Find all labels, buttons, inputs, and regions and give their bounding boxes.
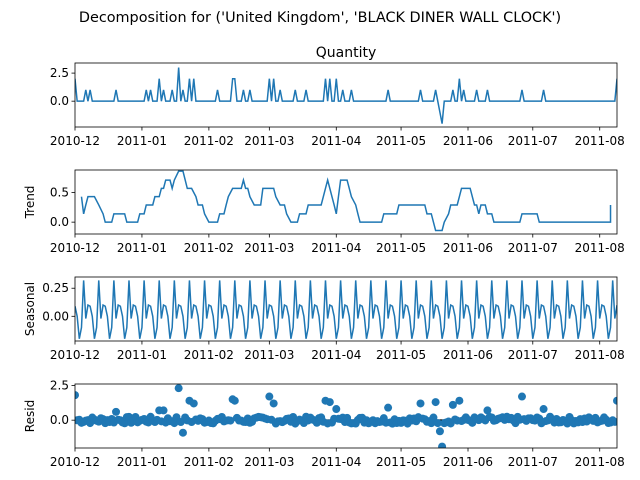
seasonal-ytick-label: 0.25 bbox=[42, 281, 69, 295]
seasonal-xtick-label: 2011-04 bbox=[311, 348, 361, 362]
resid-point bbox=[438, 443, 446, 451]
observed-xtick-label: 2011-04 bbox=[311, 134, 361, 148]
resid-point bbox=[332, 405, 340, 413]
resid-point bbox=[270, 399, 278, 407]
panel-seasonal: 0.00 0.25 2010-12 2011-01 2011-02 2011-03 2011… bbox=[23, 277, 625, 362]
seasonal-xtick-label: 2011-03 bbox=[244, 348, 294, 362]
resid-xtick-label: 2011-03 bbox=[244, 455, 294, 469]
seasonal-xtick-label: 2011-08 bbox=[575, 348, 625, 362]
resid-xtick-label: 2010-12 bbox=[50, 455, 100, 469]
resid-point bbox=[436, 427, 444, 435]
seasonal-xtick-label: 2011-06 bbox=[443, 348, 493, 362]
observed-xtick-label: 2011-06 bbox=[443, 134, 493, 148]
trend-ytick-label: 0.5 bbox=[50, 186, 69, 200]
observed-title: Quantity bbox=[316, 45, 377, 61]
observed-xtick-label: 2011-02 bbox=[184, 134, 234, 148]
resid-point bbox=[160, 406, 168, 414]
observed-ytick-label: 2.5 bbox=[50, 66, 69, 80]
seasonal-xtick-label: 2011-02 bbox=[184, 348, 234, 362]
resid-point bbox=[190, 399, 198, 407]
seasonal-plot-area bbox=[75, 280, 617, 338]
observed-plot-area bbox=[75, 67, 617, 123]
panel-trend: 0.0 0.5 2010-12 2011-01 2011-02 2011-03 2011-0… bbox=[23, 170, 625, 255]
seasonal-xtick-label: 2010-12 bbox=[50, 348, 100, 362]
resid-point bbox=[518, 393, 526, 401]
resid-xtick-label: 2011-05 bbox=[376, 455, 426, 469]
resid-xtick-label: 2011-07 bbox=[508, 455, 558, 469]
resid-plot-area bbox=[71, 384, 621, 450]
trend-ylabel: Trend bbox=[23, 186, 37, 220]
resid-point bbox=[326, 398, 334, 406]
resid-point bbox=[384, 404, 392, 412]
resid-point bbox=[179, 429, 187, 437]
resid-point bbox=[611, 418, 619, 426]
seasonal-xtick-label: 2011-07 bbox=[508, 348, 558, 362]
resid-ytick-label: 0.0 bbox=[50, 413, 69, 427]
resid-point bbox=[231, 397, 239, 405]
trend-xtick-label: 2011-01 bbox=[117, 241, 167, 255]
trend-xtick-label: 2011-03 bbox=[244, 241, 294, 255]
seasonal-xtick-label: 2011-05 bbox=[376, 348, 426, 362]
resid-xtick-label: 2011-04 bbox=[311, 455, 361, 469]
panels: 0.0 2.5 2010-12 2011-01 2011-02 2011-03 2011-0… bbox=[23, 45, 625, 469]
seasonal-ylabel: Seasonal bbox=[23, 282, 37, 336]
observed-xtick-label: 2011-03 bbox=[244, 134, 294, 148]
trend-ytick-label: 0.0 bbox=[50, 215, 69, 229]
resid-point bbox=[175, 384, 183, 392]
observed-xtick-label: 2011-08 bbox=[575, 134, 625, 148]
resid-point bbox=[455, 397, 463, 405]
resid-xtick-label: 2011-06 bbox=[443, 455, 493, 469]
trend-xtick-label: 2011-02 bbox=[184, 241, 234, 255]
resid-ytick-label: 2.5 bbox=[50, 378, 69, 392]
seasonal-ytick-label: 0.00 bbox=[42, 309, 69, 323]
observed-axes-frame bbox=[75, 63, 617, 127]
trend-series-line bbox=[81, 171, 610, 230]
figure-suptitle: Decomposition for ('United Kingdom', 'BL… bbox=[79, 10, 561, 26]
observed-xtick-label: 2011-05 bbox=[376, 134, 426, 148]
trend-xtick-label: 2011-05 bbox=[376, 241, 426, 255]
resid-point bbox=[265, 393, 273, 401]
panel-resid: 0.0 2.5 2010-12 2011-01 2011-02 2011-03 2011-0… bbox=[23, 378, 625, 469]
resid-point bbox=[432, 398, 440, 406]
trend-xtick-label: 2011-08 bbox=[575, 241, 625, 255]
observed-xtick-label: 2011-01 bbox=[117, 134, 167, 148]
seasonal-xtick-label: 2011-01 bbox=[117, 348, 167, 362]
observed-xtick-label: 2010-12 bbox=[50, 134, 100, 148]
trend-xtick-label: 2011-07 bbox=[508, 241, 558, 255]
trend-xtick-label: 2010-12 bbox=[50, 241, 100, 255]
resid-xtick-label: 2011-02 bbox=[184, 455, 234, 469]
resid-point bbox=[416, 399, 424, 407]
observed-series-line bbox=[75, 67, 617, 123]
seasonal-series-line bbox=[75, 280, 617, 338]
trend-xtick-label: 2011-06 bbox=[443, 241, 493, 255]
panel-observed: 0.0 2.5 2010-12 2011-01 2011-02 2011-03 2011-0… bbox=[50, 45, 625, 148]
resid-xtick-label: 2011-01 bbox=[117, 455, 167, 469]
resid-ylabel: Resid bbox=[23, 400, 37, 432]
observed-ytick-label: 0.0 bbox=[50, 94, 69, 108]
resid-xtick-label: 2011-08 bbox=[575, 455, 625, 469]
trend-xtick-label: 2011-04 bbox=[311, 241, 361, 255]
trend-plot-area bbox=[81, 171, 610, 230]
resid-point bbox=[540, 405, 548, 413]
resid-point bbox=[112, 408, 120, 416]
observed-xtick-label: 2011-07 bbox=[508, 134, 558, 148]
